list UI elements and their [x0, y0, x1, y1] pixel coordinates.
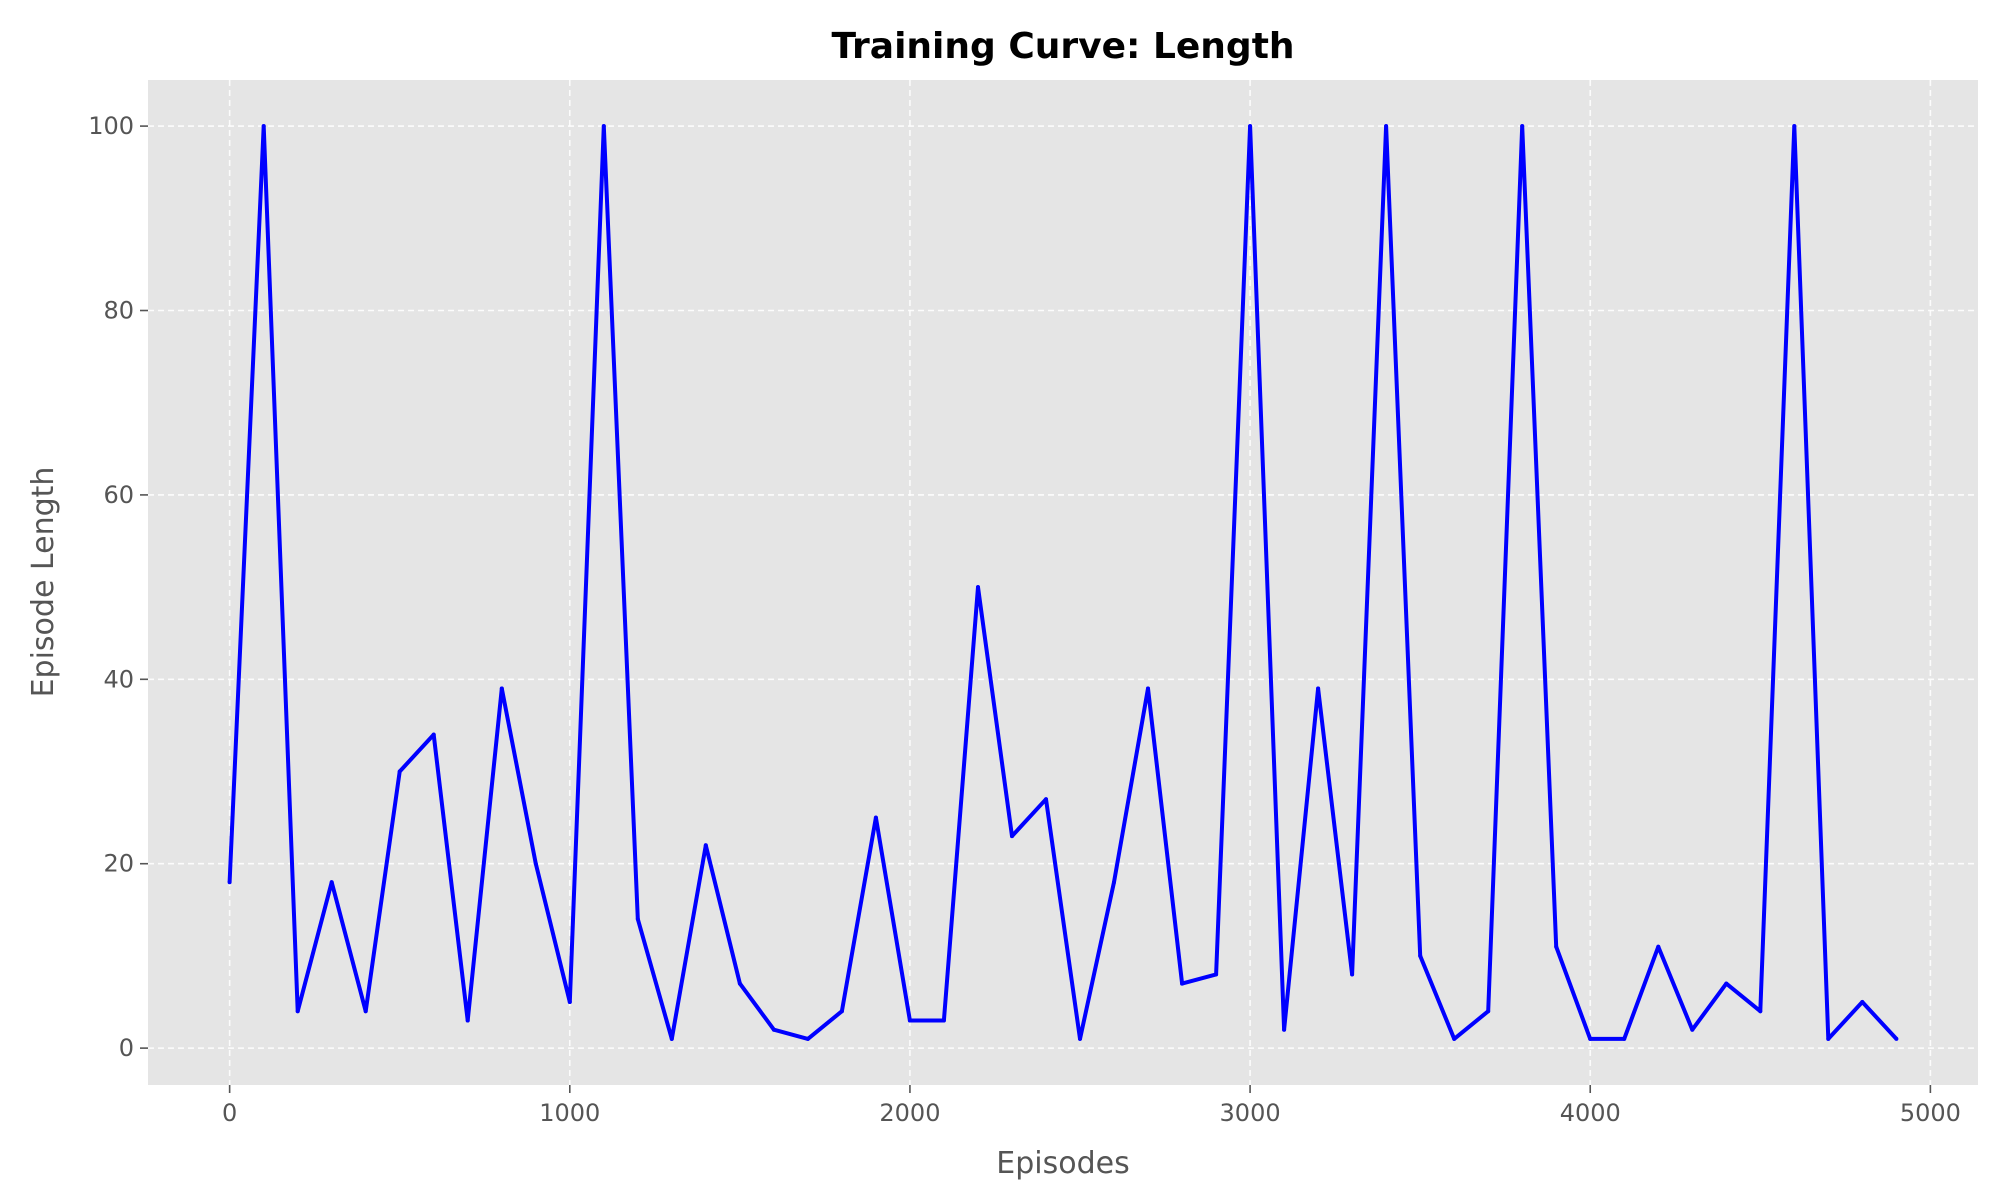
x-tick-label: 2000 [879, 1099, 940, 1127]
y-tick-label: 80 [103, 297, 134, 325]
chart-title: Training Curve: Length [831, 26, 1294, 67]
data-point [227, 880, 232, 885]
data-point [601, 124, 606, 129]
data-point [1112, 880, 1116, 885]
data-point [1554, 944, 1559, 949]
data-point [1180, 981, 1185, 986]
x-tick-label: 1000 [539, 1099, 600, 1127]
data-point [1350, 972, 1355, 977]
data-point [1214, 972, 1219, 977]
data-point [295, 1009, 300, 1014]
data-point [1452, 1036, 1457, 1041]
episode-length-line [227, 124, 1898, 1041]
data-point [873, 815, 878, 820]
data-point [1588, 1036, 1593, 1041]
data-point [1418, 953, 1423, 958]
y-tick-label: 100 [88, 112, 134, 140]
data-point [907, 1018, 912, 1023]
data-point [431, 732, 436, 737]
data-point [1520, 124, 1525, 129]
x-tick-label: 3000 [1220, 1099, 1281, 1127]
data-point [1248, 124, 1253, 129]
data-point [1792, 124, 1797, 129]
data-point [1486, 1009, 1491, 1014]
data-point [329, 880, 334, 885]
grid-layer [148, 80, 1978, 1085]
plot-area [148, 80, 1978, 1085]
data-point [1622, 1036, 1627, 1041]
data-point [499, 686, 504, 691]
data-point [1690, 1027, 1695, 1032]
data-point [363, 1009, 368, 1014]
data-point [1826, 1036, 1831, 1041]
data-point [1282, 1027, 1287, 1032]
y-tick-label: 20 [103, 850, 134, 878]
data-point [1078, 1036, 1082, 1041]
data-point [567, 1000, 572, 1004]
data-point [771, 1027, 776, 1032]
tick-layer: 0 1000 2000 3000 4000 5000 0 20 40 60 80 100 [88, 112, 1961, 1127]
data-point [1044, 797, 1048, 802]
data-point [1724, 981, 1729, 986]
data-point [1146, 686, 1150, 691]
data-point [737, 981, 742, 986]
data-point [1010, 834, 1014, 839]
data-point [261, 124, 266, 129]
y-tick-label: 60 [103, 481, 134, 509]
data-point [703, 843, 708, 848]
data-points [227, 124, 1899, 1041]
data-point [1758, 1009, 1763, 1014]
data-point [1656, 944, 1661, 949]
y-tick-label: 0 [119, 1034, 134, 1062]
x-axis-label: Episodes [996, 1146, 1129, 1181]
y-axis-label: Episode Length [26, 467, 61, 698]
data-point [635, 917, 640, 921]
data-point [1894, 1036, 1899, 1041]
data-point [1316, 686, 1321, 691]
x-tick-label: 5000 [1900, 1099, 1961, 1127]
x-tick-label: 0 [222, 1099, 237, 1127]
data-point [1384, 124, 1389, 129]
data-point [533, 861, 538, 866]
data-point [805, 1036, 810, 1041]
x-tick-label: 4000 [1560, 1099, 1621, 1127]
data-point [1860, 1000, 1865, 1004]
data-point [465, 1018, 470, 1023]
data-point [839, 1009, 844, 1014]
data-point [397, 769, 402, 774]
y-tick-label: 40 [103, 665, 134, 693]
data-point [976, 585, 980, 590]
data-point [669, 1036, 674, 1041]
data-point [941, 1018, 946, 1023]
